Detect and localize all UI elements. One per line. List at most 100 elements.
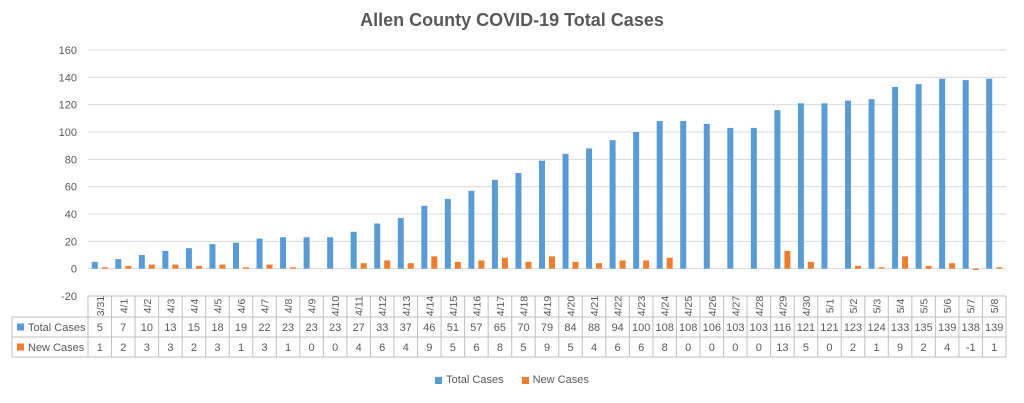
bar-total-cases (444, 198, 451, 269)
table-value-total-cases: 106 (703, 322, 721, 334)
x-tick-label: 4/4 (189, 299, 201, 314)
table-value-new-cases: 3 (214, 342, 220, 354)
bar-new-cases (290, 267, 297, 269)
table-value-new-cases: 3 (167, 342, 173, 354)
table-value-new-cases: 13 (776, 342, 788, 354)
table-value-total-cases: 23 (329, 322, 341, 334)
bar-new-cases (949, 263, 956, 269)
bar-total-cases (256, 238, 263, 269)
legend: Total Cases New Cases (0, 374, 1024, 386)
table-value-total-cases: 124 (867, 322, 885, 334)
y-tick-label: -20 (61, 291, 77, 303)
x-tick-label: 5/1 (824, 299, 836, 314)
y-tick-label: 20 (65, 236, 77, 248)
bar-new-cases (101, 267, 108, 269)
bar-total-cases (374, 223, 381, 269)
bar-total-cases (138, 255, 145, 269)
bar-new-cases (219, 264, 226, 269)
x-tick-label: 5/2 (848, 299, 860, 314)
y-tick-label: 160 (59, 45, 77, 57)
bar-new-cases (501, 257, 508, 269)
bar-new-cases (902, 256, 909, 269)
table-value-new-cases: 3 (144, 342, 150, 354)
table-value-total-cases: 13 (164, 322, 176, 334)
x-tick-label: 4/17 (495, 296, 507, 317)
table-key-total-cases (17, 323, 24, 331)
table-value-total-cases: 37 (400, 322, 412, 334)
table-value-total-cases: 133 (891, 322, 909, 334)
table-value-total-cases: 5 (97, 322, 103, 334)
bar-new-cases (243, 267, 249, 269)
table-value-new-cases: 0 (756, 342, 762, 354)
table-value-total-cases: 70 (517, 322, 529, 334)
bar-new-cases (525, 261, 532, 269)
table-value-total-cases: 33 (376, 322, 388, 334)
x-tick-label: 3/31 (95, 296, 107, 317)
y-tick-label: 80 (65, 154, 77, 166)
bar-total-cases (915, 84, 922, 269)
x-tick-label: 4/29 (777, 296, 789, 317)
table-value-new-cases: 9 (897, 342, 903, 354)
bar-total-cases (515, 173, 522, 269)
table-value-total-cases: 65 (494, 322, 506, 334)
bar-new-cases (855, 265, 861, 269)
table-value-new-cases: 1 (285, 342, 291, 354)
bar-total-cases (774, 110, 781, 269)
table-value-new-cases: 6 (473, 342, 479, 354)
table-value-total-cases: 18 (211, 322, 223, 334)
table-value-new-cases: 0 (332, 342, 338, 354)
legend-label-total-cases: Total Cases (446, 374, 504, 386)
x-tick-label: 4/13 (401, 296, 413, 317)
legend-item-total-cases: Total Cases (435, 374, 504, 386)
table-value-total-cases: 103 (750, 322, 768, 334)
bar-new-cases (195, 265, 202, 269)
x-tick-label: 4/14 (424, 296, 436, 317)
bar-new-cases (619, 260, 626, 269)
table-value-new-cases: 8 (497, 342, 503, 354)
table-value-total-cases: 51 (447, 322, 459, 334)
y-tick-label: 120 (59, 100, 77, 112)
bar-new-cases (807, 261, 814, 269)
table-value-total-cases: 139 (985, 322, 1003, 334)
table-row-label-new-cases: New Cases (28, 342, 85, 354)
legend-label-new-cases: New Cases (532, 374, 589, 386)
bar-total-cases (397, 218, 404, 269)
bar-total-cases (680, 121, 687, 269)
x-tick-label: 4/1 (118, 299, 130, 314)
x-tick-label: 4/22 (613, 296, 625, 317)
x-tick-label: 4/27 (730, 296, 742, 317)
x-tick-label: 4/12 (377, 296, 389, 317)
y-tick-label: 40 (65, 209, 77, 221)
table-value-total-cases: 46 (423, 322, 435, 334)
bar-total-cases (233, 242, 239, 269)
bar-total-cases (821, 103, 828, 269)
table-value-new-cases: 4 (356, 342, 362, 354)
bar-new-cases (478, 260, 485, 269)
bar-new-cases (572, 261, 579, 269)
x-tick-label: 4/18 (518, 296, 530, 317)
bar-total-cases (633, 132, 640, 269)
table-value-total-cases: 103 (726, 322, 744, 334)
table-value-new-cases: 1 (873, 342, 879, 354)
bar-total-cases (491, 179, 498, 269)
table-value-new-cases: -1 (966, 342, 976, 354)
x-tick-label: 4/25 (683, 296, 695, 317)
bar-total-cases (185, 248, 192, 269)
x-tick-label: 4/28 (754, 296, 766, 317)
bar-new-cases (148, 264, 155, 269)
table-value-new-cases: 5 (803, 342, 809, 354)
table-value-new-cases: 4 (403, 342, 409, 354)
x-tick-label: 4/6 (236, 299, 248, 314)
table-value-new-cases: 2 (921, 342, 927, 354)
table-value-total-cases: 10 (141, 322, 153, 334)
bar-new-cases (784, 250, 791, 269)
x-tick-label: 4/16 (471, 296, 483, 317)
y-tick-label: 0 (71, 264, 77, 276)
table-value-new-cases: 6 (638, 342, 644, 354)
y-tick-label: 140 (59, 72, 77, 84)
table-value-total-cases: 84 (564, 322, 576, 334)
bar-new-cases (266, 264, 273, 269)
table-value-total-cases: 23 (282, 322, 294, 334)
table-value-new-cases: 3 (261, 342, 267, 354)
